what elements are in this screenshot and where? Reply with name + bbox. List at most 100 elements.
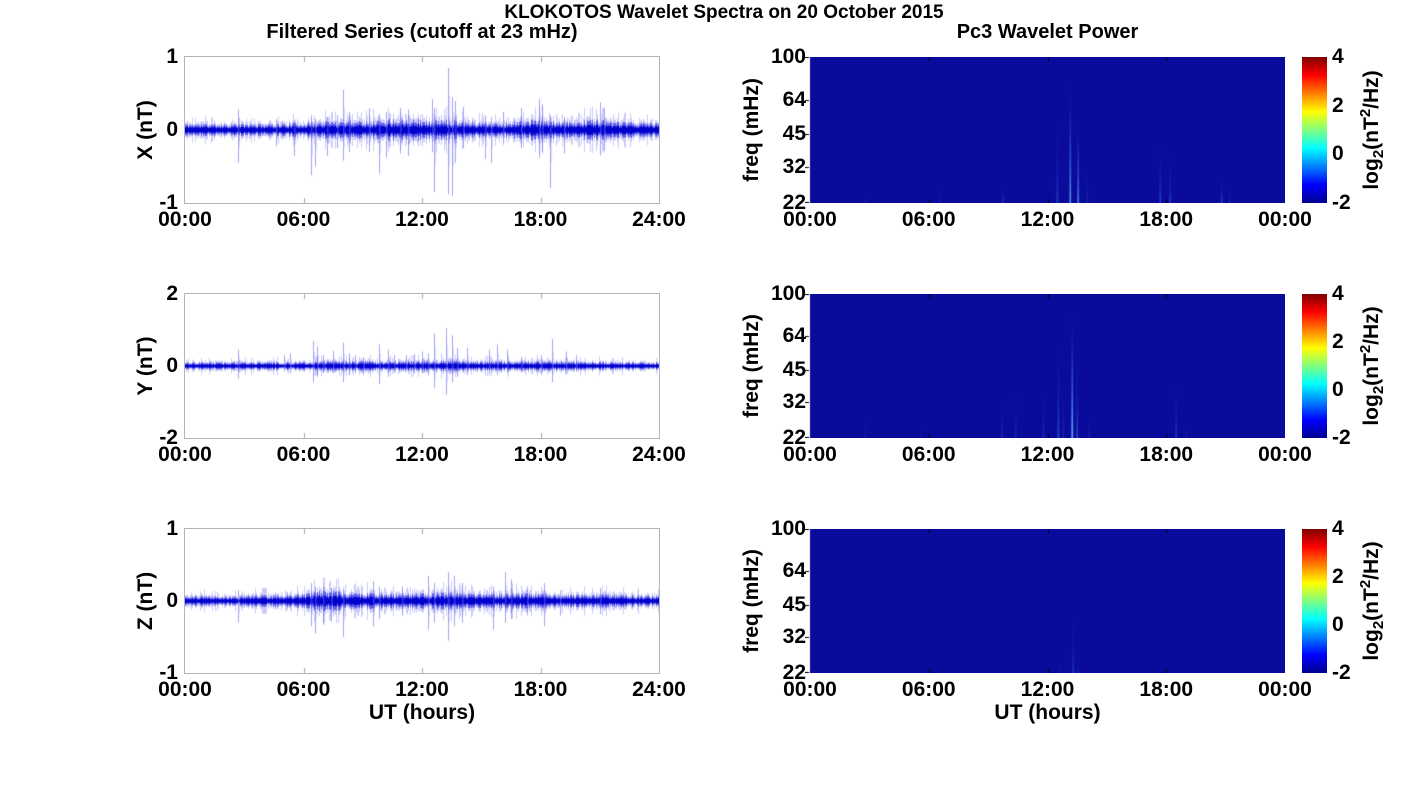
colorbar-tick-label: -2 xyxy=(1332,191,1351,214)
x-tick-label: 18:00 xyxy=(1139,208,1194,231)
x-tick-label: 12:00 xyxy=(1020,678,1075,701)
colorbar-label-y: log2(nT2/Hz) xyxy=(1353,294,1387,438)
series-panel-y xyxy=(184,293,660,439)
colorbar-tick-label: 0 xyxy=(1332,613,1344,636)
freq-tick-label: 22 xyxy=(782,191,806,214)
colorbar-label-part: log xyxy=(1360,394,1383,426)
x-tick-label: 18:00 xyxy=(513,443,568,466)
freq-tick-label: 64 xyxy=(782,559,806,583)
colorbar-label-part: log xyxy=(1360,629,1383,661)
x-tick-label: 12:00 xyxy=(395,678,449,701)
colorbar-label-part: 2 xyxy=(1370,620,1388,630)
freq-tick-label: 45 xyxy=(782,121,806,145)
freq-tick-label: 45 xyxy=(782,592,806,616)
right-column-title: Pc3 Wavelet Power xyxy=(956,21,1139,43)
freq-tick-label: 64 xyxy=(782,324,806,348)
x-tick-label: 00:00 xyxy=(783,678,837,701)
colorbar-tick-label: -2 xyxy=(1332,661,1351,684)
colorbar-tick-label: 2 xyxy=(1332,330,1344,353)
x-tick-label: 00:00 xyxy=(1258,443,1312,466)
series-plot-canvas-y xyxy=(185,294,659,438)
colorbar-tick-label: 4 xyxy=(1332,517,1344,540)
colorbar-label-part: (nT xyxy=(1360,353,1383,386)
colorbar-x xyxy=(1302,57,1327,203)
freq-tick-label: 32 xyxy=(782,154,806,178)
x-tick-label: 18:00 xyxy=(513,208,568,231)
figure-title: KLOKOTOS Wavelet Spectra on 20 October 2… xyxy=(504,2,944,23)
freq-tick-label: 100 xyxy=(770,45,806,68)
colorbar-label-part: 2 xyxy=(1370,385,1388,395)
y-tick-label: -2 xyxy=(159,426,178,449)
x-tick-label: 12:00 xyxy=(1020,443,1075,466)
colorbar-tick-label: 4 xyxy=(1332,282,1344,305)
x-tick-label: 06:00 xyxy=(276,678,331,701)
colorbar-label-part: 2 xyxy=(1357,579,1374,589)
colorbar-tick-label: 0 xyxy=(1332,142,1344,166)
colorbar-tick-label: 2 xyxy=(1332,565,1344,588)
y-tick-label: -1 xyxy=(159,191,178,214)
freq-tick-label: 22 xyxy=(782,661,806,684)
x-axis-label-left: UT (hours) xyxy=(368,701,476,724)
series-plot-canvas-z xyxy=(185,529,659,673)
y-tick-label: 1 xyxy=(166,45,178,68)
freq-tick-label: 100 xyxy=(770,282,806,305)
x-tick-label: 18:00 xyxy=(1139,443,1194,466)
y-tick-label: 2 xyxy=(166,282,178,305)
x-tick-label: 24:00 xyxy=(632,443,686,466)
x-tick-label: 18:00 xyxy=(1139,678,1194,701)
colorbar-y xyxy=(1302,294,1327,438)
x-tick-label: 06:00 xyxy=(901,678,956,701)
wavelet-canvas-x xyxy=(805,57,1285,203)
freq-tick-label: 100 xyxy=(770,517,806,540)
freq-tick-label: 32 xyxy=(782,625,806,649)
x-tick-label: 00:00 xyxy=(1258,208,1312,231)
x-tick-label: 00:00 xyxy=(1258,678,1312,701)
x-tick-label: 12:00 xyxy=(395,208,449,231)
x-tick-label: 06:00 xyxy=(276,208,331,231)
series-plot-canvas-x xyxy=(185,57,659,203)
colorbar-label-part: 2 xyxy=(1370,149,1388,159)
y-tick-label: 0 xyxy=(166,118,178,141)
colorbar-label-x: log2(nT2/Hz) xyxy=(1353,57,1387,203)
y-tick-label: 1 xyxy=(166,517,178,540)
x-tick-label: 00:00 xyxy=(783,208,837,231)
y-tick-label: 0 xyxy=(166,354,178,377)
x-axis-label-right: UT (hours) xyxy=(994,701,1101,724)
freq-tick-label: 22 xyxy=(782,426,806,449)
y-tick-label: -1 xyxy=(159,661,178,684)
colorbar-label-part: (nT xyxy=(1360,117,1383,150)
x-tick-label: 12:00 xyxy=(395,443,449,466)
series-panel-x xyxy=(184,56,660,204)
colorbar-label-part: (nT xyxy=(1360,588,1383,621)
colorbar-label-part: /Hz) xyxy=(1360,70,1383,109)
series-panel-z xyxy=(184,528,660,674)
colorbar-label-part: log xyxy=(1360,158,1383,190)
x-tick-label: 12:00 xyxy=(1020,208,1075,231)
freq-tick-label: 32 xyxy=(782,390,806,414)
x-tick-label: 24:00 xyxy=(632,678,686,701)
colorbar-tick-label: 0 xyxy=(1332,378,1344,401)
x-tick-label: 24:00 xyxy=(632,208,686,231)
colorbar-label-z: log2(nT2/Hz) xyxy=(1353,529,1387,673)
colorbar-label-part: 2 xyxy=(1357,108,1374,118)
colorbar-label-part: 2 xyxy=(1357,344,1374,354)
wavelet-canvas-y xyxy=(805,294,1285,438)
colorbar-tick-label: 2 xyxy=(1332,93,1344,117)
freq-tick-label: 45 xyxy=(782,357,806,381)
x-tick-label: 00:00 xyxy=(158,678,212,701)
colorbar-label-part: /Hz) xyxy=(1360,541,1383,580)
colorbar-label-part: /Hz) xyxy=(1360,306,1383,345)
colorbar-tick-label: 4 xyxy=(1332,45,1344,68)
wavelet-canvas-z xyxy=(805,529,1285,673)
x-tick-label: 00:00 xyxy=(783,443,837,466)
x-tick-label: 00:00 xyxy=(158,443,212,466)
x-tick-label: 06:00 xyxy=(901,208,956,231)
y-tick-label: 0 xyxy=(166,589,178,612)
x-tick-label: 18:00 xyxy=(513,678,568,701)
x-tick-label: 06:00 xyxy=(901,443,956,466)
freq-tick-label: 64 xyxy=(782,88,806,112)
x-tick-label: 06:00 xyxy=(276,443,331,466)
left-column-title: Filtered Series (cutoff at 23 mHz) xyxy=(266,21,578,43)
x-tick-label: 00:00 xyxy=(158,208,212,231)
